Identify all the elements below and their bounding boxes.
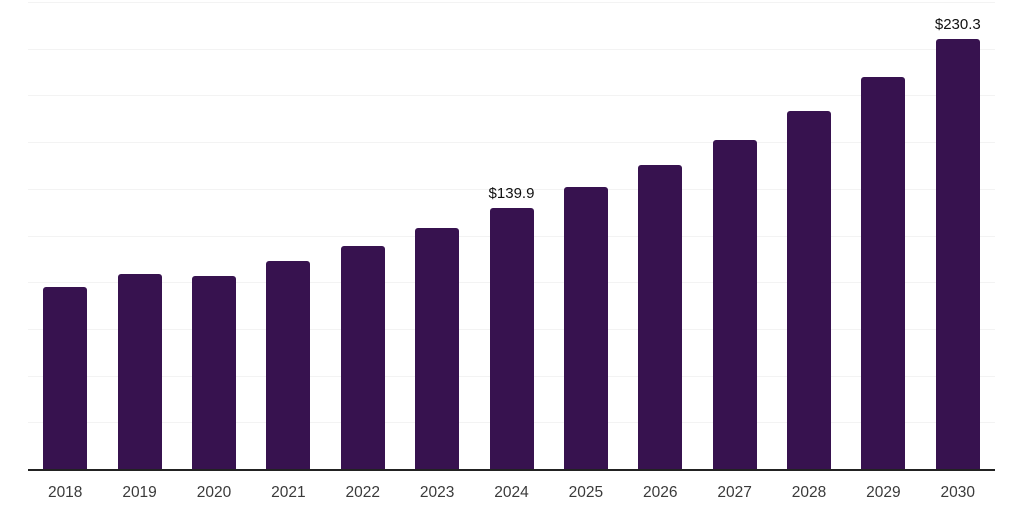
x-axis-label-2025: 2025 bbox=[568, 484, 604, 501]
bar-2030 bbox=[935, 38, 980, 469]
bar-value-label-2030: $230.3 bbox=[934, 15, 981, 33]
gridline bbox=[28, 95, 995, 97]
x-axis-label-2022: 2022 bbox=[345, 484, 380, 501]
gridline bbox=[28, 188, 995, 190]
bar-2018 bbox=[43, 287, 88, 469]
gridline bbox=[28, 48, 995, 50]
bar-2022 bbox=[340, 246, 385, 469]
bar-2020 bbox=[191, 276, 236, 469]
x-axis-label-2019: 2019 bbox=[122, 484, 157, 501]
x-axis-label-2030: 2030 bbox=[940, 484, 976, 501]
bar-2023 bbox=[415, 228, 460, 469]
bar-2021 bbox=[266, 261, 311, 469]
bar-2026 bbox=[638, 164, 683, 469]
x-axis-label-2027: 2027 bbox=[717, 484, 752, 501]
x-axis-label-2018: 2018 bbox=[47, 484, 83, 501]
x-axis-label-2023: 2023 bbox=[419, 484, 455, 501]
bar-2025 bbox=[563, 187, 608, 469]
bar-2019 bbox=[117, 273, 162, 469]
x-axis-label-2028: 2028 bbox=[791, 484, 827, 501]
bar-2024 bbox=[489, 207, 534, 469]
x-axis-label-2020: 2020 bbox=[196, 484, 232, 501]
x-axis: 2018 2019 2020 2021 2022 2023 2024 2025 2026 2027… bbox=[28, 485, 995, 505]
x-axis-label-2024: 2024 bbox=[494, 484, 529, 501]
x-axis-label-2029: 2029 bbox=[866, 484, 901, 501]
bar-2027 bbox=[712, 139, 757, 469]
plot-area: $139.9 $230.3 bbox=[28, 2, 995, 471]
gridline bbox=[28, 142, 995, 144]
bar-2029 bbox=[861, 77, 906, 469]
bar-2028 bbox=[787, 110, 832, 469]
x-axis-label-2021: 2021 bbox=[271, 484, 306, 501]
bar-value-label-2024: $139.9 bbox=[488, 184, 535, 202]
x-axis-label-2026: 2026 bbox=[643, 484, 678, 501]
gridline bbox=[28, 2, 995, 3]
